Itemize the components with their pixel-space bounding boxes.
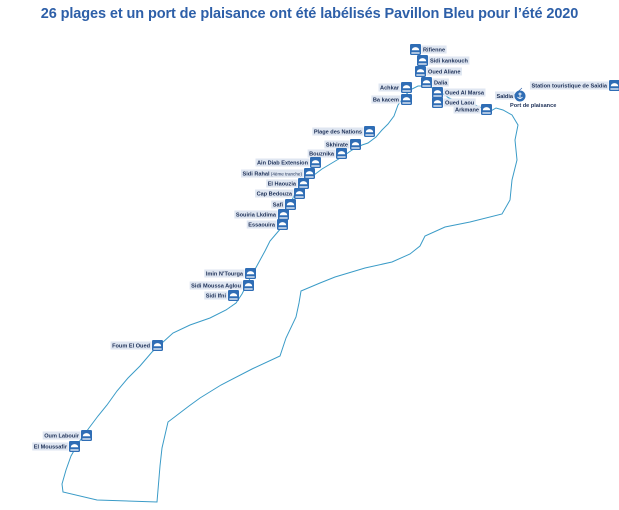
beach-umbrella-icon	[277, 219, 288, 230]
beach-label-oum-labouir: Oum Labouir	[44, 434, 80, 440]
beach-marker-el-haouzia: El Haouzia	[266, 178, 309, 189]
beach-label-oued-laou: Oued Laou	[445, 101, 475, 107]
beach-label-sidi-moussa-aglou: Sidi Moussa Aglou	[191, 284, 241, 290]
beach-marker-oued-laou: Oued Laou	[432, 97, 476, 108]
beach-label-skhirate: Skhirate	[326, 143, 348, 149]
beach-umbrella-icon	[417, 55, 428, 66]
beach-marker-bouznika: Bouznika	[307, 148, 347, 159]
beach-umbrella-icon	[415, 66, 426, 77]
beach-umbrella-icon	[336, 148, 347, 159]
beach-umbrella-icon	[278, 209, 289, 220]
marina-caption: Port de plaisance	[510, 103, 556, 109]
beach-label-plage-des-nations: Plage des Nations	[314, 130, 362, 136]
beach-umbrella-icon	[350, 139, 361, 150]
anchor-icon	[514, 90, 526, 102]
beach-label-el-haouzia: El Haouzia	[268, 182, 297, 188]
beach-marker-plage-des-nations: Plage des Nations	[312, 126, 375, 137]
beach-umbrella-icon	[401, 82, 412, 93]
beach-umbrella-icon	[364, 126, 375, 137]
beach-umbrella-icon	[481, 104, 492, 115]
beach-umbrella-icon	[152, 340, 163, 351]
beach-marker-achkar: Achkar	[378, 82, 412, 93]
beach-marker-foum-el-oued: Foum El Oued	[110, 340, 163, 351]
beach-marker-imin-ntourga: Imin N’Tourga	[204, 268, 256, 279]
beach-label-el-moussafir: El Moussafir	[34, 445, 68, 451]
beach-marker-rifienne: Rifienne	[410, 44, 447, 55]
beach-umbrella-icon	[298, 178, 309, 189]
country-outline	[61, 85, 519, 503]
beach-marker-skhirate: Skhirate	[324, 139, 361, 150]
beach-umbrella-icon	[401, 94, 412, 105]
beach-marker-sidi-moussa-aglou: Sidi Moussa Aglou	[189, 280, 254, 291]
beach-marker-oued-al-marsa: Oued Al Marsa	[432, 87, 486, 98]
beach-umbrella-icon	[294, 188, 305, 199]
beach-label-safi: Safi	[273, 203, 284, 209]
beach-label-oued-al-marsa: Oued Al Marsa	[445, 91, 485, 97]
beach-marker-souiria-lkdima: Souiria Lkdima	[234, 209, 289, 220]
beach-marker-arkmane: Arkmane	[453, 104, 492, 115]
beach-umbrella-icon	[609, 80, 619, 91]
beach-marker-el-moussafir: El Moussafir	[32, 441, 80, 452]
beach-umbrella-icon	[304, 168, 315, 179]
beach-label-imin-ntourga: Imin N’Tourga	[206, 272, 244, 278]
beach-label-rifienne: Rifienne	[423, 48, 445, 54]
beach-umbrella-icon	[245, 268, 256, 279]
beach-label-ain-diab-extension: Ain Diab Extension	[257, 161, 309, 167]
beach-umbrella-icon	[243, 280, 254, 291]
beach-label-souiria-lkdima: Souiria Lkdima	[236, 213, 277, 219]
beach-marker-sidi-ifni: Sidi Ifni	[204, 290, 239, 301]
beach-marker-cap-beddouza: Cap Bedouza	[255, 188, 305, 199]
beach-marker-station-saidia: Station touristique de Saïdia	[529, 80, 619, 91]
beach-umbrella-icon	[432, 97, 443, 108]
beach-marker-oum-labouir: Oum Labouir	[42, 430, 92, 441]
beach-marker-safi: Safi	[271, 199, 296, 210]
beach-label-dalia: Dalia	[434, 81, 448, 87]
beach-umbrella-icon	[432, 87, 443, 98]
beach-marker-ba-kacem: Ba kacem	[371, 94, 412, 105]
beach-marker-oued-aliane: Oued Aliane	[415, 66, 462, 77]
beach-label-achkar: Achkar	[380, 86, 400, 92]
beach-umbrella-icon	[69, 441, 80, 452]
beach-umbrella-icon	[410, 44, 421, 55]
beach-marker-essaouira: Essaouira	[246, 219, 288, 230]
beach-umbrella-icon	[310, 157, 321, 168]
beach-marker-sidi-rahal: Sidi Rahal (4ème tranche)	[241, 168, 315, 179]
beach-label-sidi-rahal: Sidi Rahal (4ème tranche)	[243, 172, 303, 178]
beach-label-sidi-kankouch: Sidi kankouch	[430, 59, 469, 65]
beach-label-cap-beddouza: Cap Bedouza	[257, 192, 293, 198]
beach-label-essaouira: Essaouira	[248, 223, 276, 229]
beach-note-sidi-rahal: (4ème tranche)	[270, 172, 303, 177]
beach-label-bouznika: Bouznika	[309, 152, 335, 158]
beach-marker-dalia: Dalia	[421, 77, 449, 88]
marina-label: Saïdia	[497, 94, 514, 100]
beach-umbrella-icon	[81, 430, 92, 441]
beach-label-station-saidia: Station touristique de Saïdia	[531, 84, 607, 90]
beach-umbrella-icon	[285, 199, 296, 210]
beach-umbrella-icon	[421, 77, 432, 88]
beach-marker-sidi-kankouch: Sidi kankouch	[417, 55, 470, 66]
marina-marker-saidia: Saïdia Port de plaisance	[495, 90, 556, 109]
beach-marker-ain-diab-extension: Ain Diab Extension	[255, 157, 321, 168]
beach-label-ba-kacem: Ba kacem	[373, 98, 399, 104]
beach-label-foum-el-oued: Foum El Oued	[112, 344, 150, 350]
beach-label-arkmane: Arkmane	[455, 108, 479, 114]
beach-label-sidi-ifni: Sidi Ifni	[206, 294, 227, 300]
beach-label-oued-aliane: Oued Aliane	[428, 70, 460, 76]
page-title: 26 plages et un port de plaisance ont ét…	[40, 6, 579, 22]
beach-umbrella-icon	[228, 290, 239, 301]
